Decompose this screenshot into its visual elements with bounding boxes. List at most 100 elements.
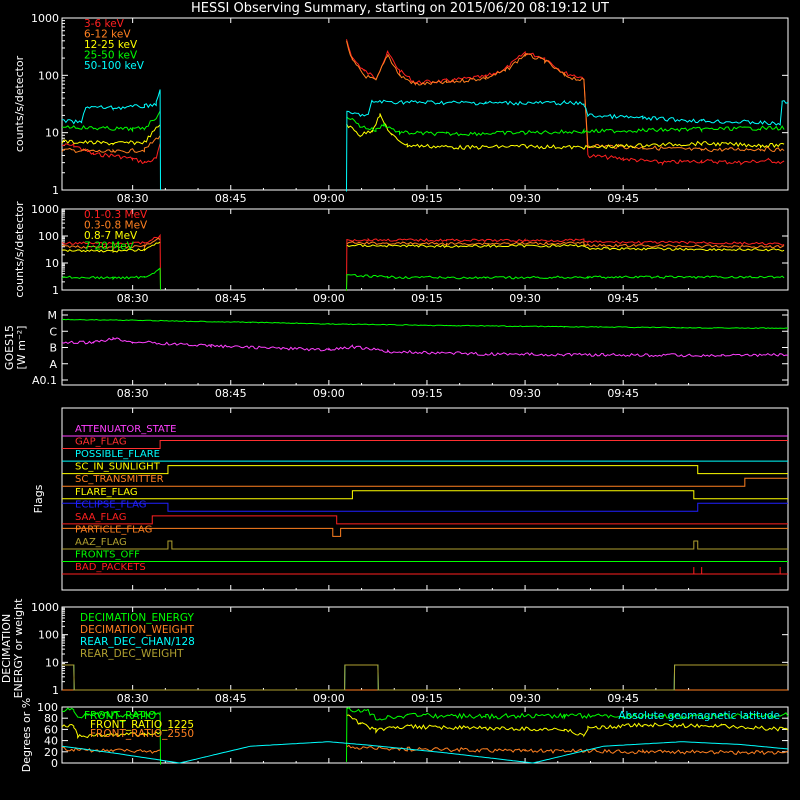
x-tick-label-lowE: 09:15 — [411, 192, 443, 205]
x-tick-label-goes: 08:30 — [117, 387, 149, 400]
flag-label: FRONTS_OFF — [75, 550, 140, 561]
series-line-lowE-3 — [61, 110, 785, 137]
legend-entry-ratio: FRONT_RATIO — [84, 710, 156, 722]
chart-title: HESSI Observing Summary, starting on 201… — [191, 1, 609, 16]
x-tick-label-goes: 09:00 — [313, 387, 345, 400]
series-line-ratio-1 — [61, 714, 789, 740]
legend-entry-decim: REAR_DEC_CHAN/128 — [80, 636, 195, 648]
y-tick-label-decim: 100 — [38, 629, 59, 642]
legend-entry-lowE: 25-50 keV — [84, 50, 138, 62]
x-tick-label-lowE: 08:30 — [117, 192, 149, 205]
flag-label: BAD_PACKETS — [75, 562, 146, 573]
flag-label: ATTENUATOR_STATE — [75, 424, 176, 435]
x-tick-label-highE: 09:45 — [607, 292, 639, 305]
y-tick-label-ratio: 0 — [51, 757, 58, 770]
series-line-lowE-4 — [61, 89, 789, 192]
y-axis-label-decim: DECIMATION — [0, 614, 13, 683]
flag-line — [62, 477, 788, 487]
flag-line — [62, 502, 788, 512]
x-tick-label-lowE: 09:00 — [313, 192, 345, 205]
x-tick-label-decim: 09:00 — [313, 692, 345, 705]
flag-label: SC_IN_SUNLIGHT — [75, 462, 161, 473]
flag-line — [62, 540, 788, 550]
y-tick-label-goes: M — [48, 309, 58, 322]
legend-entry-lowE: 3-6 keV — [84, 18, 125, 30]
y-tick-label-ratio: 60 — [44, 723, 58, 736]
legend-entry-decim: REAR_DEC_WEIGHT — [80, 648, 184, 660]
legend-entry-highE: 0.8-7 MeV — [84, 230, 138, 242]
series-line-lowE-1 — [61, 40, 785, 154]
x-tick-label-decim: 09:30 — [509, 692, 541, 705]
series-line-goes-1 — [61, 336, 789, 358]
y-tick-label-ratio: 100 — [37, 701, 58, 714]
legend-entry-highE: 0.1-0.3 MeV — [84, 209, 148, 221]
y-tick-label-lowE: 100 — [38, 69, 59, 82]
flag-label: FLARE_FLAG — [75, 487, 138, 498]
legend-entry-ratio: FRONT_RATIO_2550 — [90, 728, 194, 740]
y-tick-label-lowE: 1000 — [31, 12, 59, 25]
y-tick-label-ratio: 40 — [44, 735, 58, 748]
flag-label: PARTICLE_FLAG — [75, 524, 152, 535]
x-tick-label-decim: 08:30 — [117, 692, 149, 705]
series-line-highE-0 — [61, 233, 785, 292]
flag-label: SAA_FLAG — [75, 512, 126, 523]
y-tick-label-ratio: 20 — [44, 746, 58, 759]
y-tick-label-goes: C — [49, 325, 57, 338]
panel-frame-lowE — [61, 17, 789, 191]
y-axis-label-flags: Flags — [32, 484, 45, 513]
legend-entry-lowE: 12-25 keV — [84, 39, 138, 51]
series-line-decim-3 — [62, 664, 788, 691]
x-tick-label-goes: 09:45 — [607, 387, 639, 400]
flag-label: SC_TRANSMITTER — [75, 474, 164, 485]
flag-line — [62, 515, 788, 525]
y-tick-label-goes: A — [49, 358, 57, 371]
y-axis-label-lowE: counts/s/detector — [13, 55, 26, 152]
x-tick-label-highE: 09:15 — [411, 292, 443, 305]
x-tick-label-goes: 09:30 — [509, 387, 541, 400]
x-tick-label-highE: 09:00 — [313, 292, 345, 305]
y-tick-label-decim: 1 — [52, 684, 59, 697]
latitude-annotation: Absolute geomagnetic latitude — [618, 710, 780, 722]
x-tick-label-goes: 08:45 — [215, 387, 247, 400]
x-tick-label-decim: 09:45 — [607, 692, 639, 705]
x-tick-label-highE: 09:30 — [509, 292, 541, 305]
x-tick-label-decim: 08:45 — [215, 692, 247, 705]
x-tick-label-lowE: 09:30 — [509, 192, 541, 205]
y-axis-label-goes: GOES15 — [3, 325, 16, 370]
y-tick-label-highE: 1 — [52, 284, 59, 297]
y-tick-label-lowE: 1 — [52, 184, 59, 197]
y-tick-label-lowE: 10 — [45, 127, 59, 140]
legend-entry-decim: DECIMATION_WEIGHT — [80, 624, 195, 636]
y-tick-label-highE: 100 — [38, 230, 59, 243]
series-line-ratio-2 — [61, 744, 789, 756]
flag-line — [62, 527, 788, 537]
x-tick-label-highE: 08:45 — [215, 292, 247, 305]
flag-label: POSSIBLE_FLARE — [75, 449, 160, 460]
series-line-ratio-0 — [61, 706, 789, 765]
flag-label: AAZ_FLAG — [75, 537, 127, 548]
y-tick-label-goes: A0.1 — [32, 374, 57, 387]
x-tick-label-highE: 08:30 — [117, 292, 149, 305]
y-tick-label-decim: 1000 — [31, 601, 59, 614]
flag-label: ECLIPSE_FLAG — [75, 499, 146, 510]
y-tick-label-highE: 10 — [45, 257, 59, 270]
legend-entry-highE: 0.3-0.8 MeV — [84, 220, 148, 232]
legend-entry-lowE: 50-100 keV — [84, 60, 145, 72]
flag-line — [62, 465, 788, 475]
series-line-highE-3 — [61, 267, 785, 291]
y-tick-label-goes: B — [49, 342, 57, 355]
x-tick-label-goes: 09:15 — [411, 387, 443, 400]
series-line-highE-1 — [61, 237, 785, 250]
series-line-lowE-2 — [61, 113, 785, 150]
legend-entry-ratio: FRONT_RATIO_1225 — [90, 719, 194, 731]
flag-label: GAP_FLAG — [75, 437, 127, 448]
series-line-highE-2 — [61, 241, 785, 253]
panel-frame-highE — [61, 208, 789, 291]
x-tick-label-lowE: 08:45 — [215, 192, 247, 205]
x-tick-label-decim: 09:15 — [411, 692, 443, 705]
y-axis-label2-goes: [W m⁻²] — [15, 326, 28, 370]
flag-line — [62, 440, 788, 450]
legend-entry-decim: DECIMATION_ENERGY — [80, 612, 194, 624]
y-axis-label-ratio: Degrees or % — [20, 698, 33, 772]
